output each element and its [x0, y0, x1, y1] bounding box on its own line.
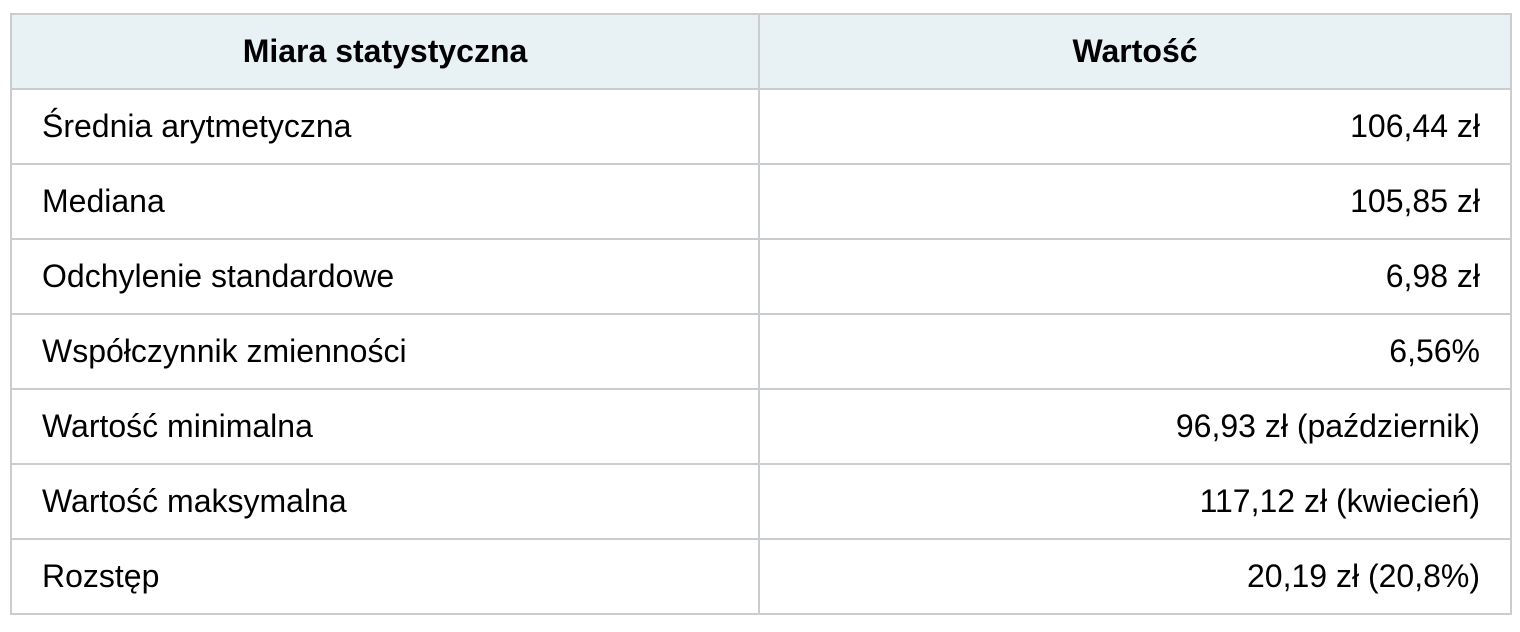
table-header-row: Miara statystyczna Wartość [10, 13, 1512, 90]
table-row: Wartość minimalna 96,93 zł (październik) [10, 388, 1512, 465]
measure-cell: Wartość minimalna [10, 388, 760, 465]
measure-cell: Odchylenie standardowe [10, 238, 760, 315]
value-cell: 106,44 zł [758, 88, 1512, 165]
measure-cell: Współczynnik zmienności [10, 313, 760, 390]
table-row: Odchylenie standardowe 6,98 zł [10, 238, 1512, 315]
table-row: Rozstęp 20,19 zł (20,8%) [10, 538, 1512, 615]
measure-cell: Rozstęp [10, 538, 760, 615]
header-value: Wartość [758, 13, 1512, 90]
measure-cell: Wartość maksymalna [10, 463, 760, 540]
table-row: Współczynnik zmienności 6,56% [10, 313, 1512, 390]
table-row: Mediana 105,85 zł [10, 163, 1512, 240]
value-cell: 20,19 zł (20,8%) [758, 538, 1512, 615]
value-cell: 96,93 zł (październik) [758, 388, 1512, 465]
value-cell: 117,12 zł (kwiecień) [758, 463, 1512, 540]
statistics-table: Miara statystyczna Wartość Średnia arytm… [10, 13, 1512, 615]
measure-cell: Mediana [10, 163, 760, 240]
measure-cell: Średnia arytmetyczna [10, 88, 760, 165]
header-measure: Miara statystyczna [10, 13, 760, 90]
value-cell: 105,85 zł [758, 163, 1512, 240]
value-cell: 6,56% [758, 313, 1512, 390]
table-row: Wartość maksymalna 117,12 zł (kwiecień) [10, 463, 1512, 540]
table-row: Średnia arytmetyczna 106,44 zł [10, 88, 1512, 165]
value-cell: 6,98 zł [758, 238, 1512, 315]
